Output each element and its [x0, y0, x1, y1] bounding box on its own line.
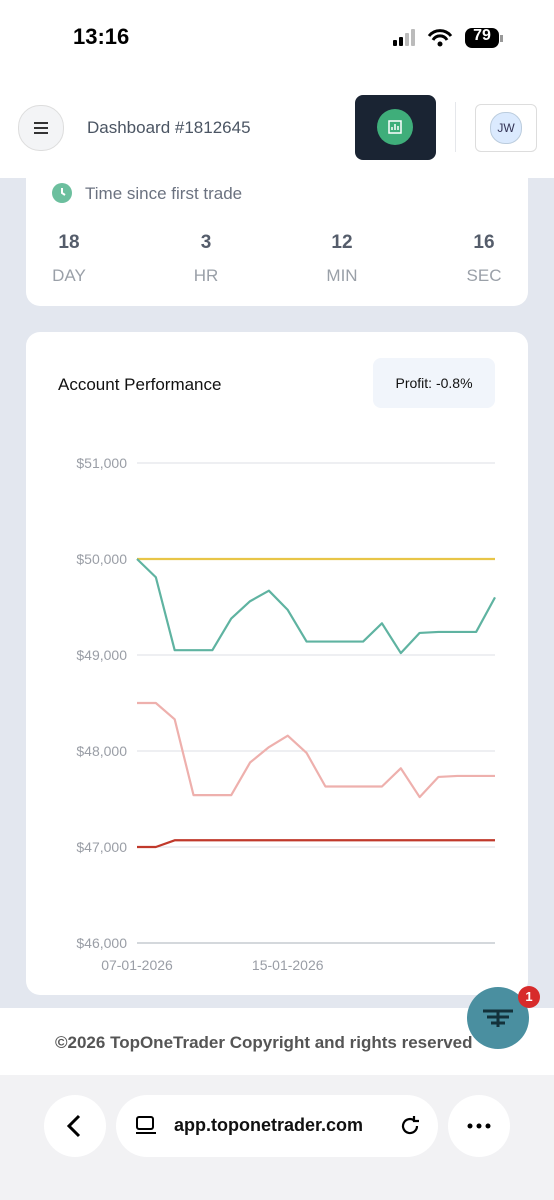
line: [137, 701, 495, 799]
x-tick-label: 15-01-2026: [252, 957, 324, 973]
reload-icon: [401, 1116, 419, 1135]
notification-badge: 1: [518, 986, 540, 1008]
line: [137, 839, 495, 849]
timer-value: 16: [473, 232, 495, 253]
menu-icon: [34, 122, 48, 134]
back-button[interactable]: [44, 1095, 106, 1157]
timer-unit: 12 MIN: [302, 232, 382, 286]
timer-unit: 3 HR: [166, 232, 246, 286]
menu-button[interactable]: [18, 105, 64, 151]
chart-button[interactable]: [355, 95, 436, 160]
footer: ©2026 TopOneTrader Copyright and rights …: [0, 1008, 554, 1075]
chart: $46,000 $47,000 $48,000 $49,000 $50,000 $51,0…: [76, 455, 496, 973]
timer-unit-label: DAY: [52, 266, 86, 285]
top-bar: 13:16 79 Dashboard #1812645 JW: [0, 0, 554, 178]
x-tick-label: 07-01-2026: [101, 957, 173, 973]
dashboard-title: Dashboard #1812645: [87, 118, 251, 137]
back-icon: [66, 1114, 81, 1138]
url-bar[interactable]: app.toponetrader.com: [116, 1095, 438, 1157]
chat-icon: [483, 1009, 513, 1027]
more-button[interactable]: [448, 1095, 510, 1157]
status-icons: [393, 28, 503, 48]
performance-title: Account Performance: [58, 375, 222, 394]
y-tick-label: $49,000: [76, 647, 127, 663]
timer-unit-label: SEC: [466, 266, 502, 285]
y-tick-label: $47,000: [76, 839, 127, 855]
y-tick-label: $48,000: [76, 743, 127, 759]
timer-unit-label: MIN: [326, 266, 358, 285]
clock-icon: [52, 183, 72, 203]
timer-card: Time since first trade 18 DAY 3 HR 12 MIN 1…: [26, 160, 528, 306]
tabs-icon: [136, 1116, 156, 1134]
timer-unit: 16 SEC: [444, 232, 524, 286]
battery-level: 79: [473, 27, 491, 44]
divider: [455, 102, 456, 152]
timer-unit: 18 DAY: [29, 232, 109, 286]
chart-icon: [377, 109, 413, 145]
url: app.toponetrader.com: [174, 1115, 364, 1135]
clock: 13:16: [73, 24, 130, 49]
browser-bar: app.toponetrader.com: [0, 1075, 554, 1200]
timer-label: Time since first trade: [85, 184, 243, 203]
performance-card: Account Performance Profit: -0.8%: [26, 332, 528, 995]
copyright: ©2026 TopOneTrader Copyright and rights …: [55, 1033, 473, 1052]
y-tick-label: $46,000: [76, 935, 127, 951]
avatar: JW: [490, 112, 522, 144]
line: [136, 558, 496, 655]
y-tick-label: $51,000: [76, 455, 127, 471]
avatar-button[interactable]: JW: [475, 104, 537, 152]
timer-value: 18: [58, 232, 80, 253]
timer-value: 3: [200, 232, 212, 253]
timer-value: 12: [331, 232, 353, 253]
y-tick-label: $50,000: [76, 551, 127, 567]
profit-badge: Profit: -0.8%: [373, 358, 495, 408]
timer-unit-label: HR: [193, 266, 219, 285]
more-icon: [467, 1123, 491, 1129]
